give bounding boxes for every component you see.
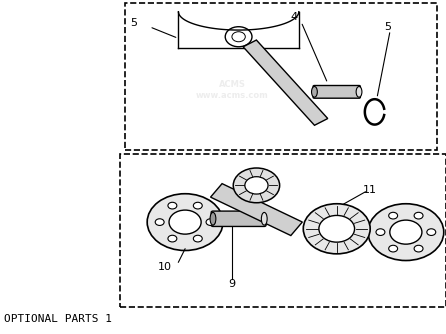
Circle shape — [376, 229, 385, 235]
Circle shape — [193, 235, 202, 242]
Circle shape — [168, 235, 177, 242]
Text: 9: 9 — [228, 279, 235, 289]
Circle shape — [427, 229, 436, 235]
Circle shape — [233, 168, 280, 203]
Polygon shape — [243, 40, 328, 125]
Text: 10: 10 — [158, 262, 172, 272]
Circle shape — [414, 212, 423, 219]
Circle shape — [303, 204, 370, 254]
Ellipse shape — [356, 87, 362, 97]
FancyBboxPatch shape — [211, 211, 266, 226]
Text: ACMS
www.acms.com: ACMS www.acms.com — [195, 80, 268, 100]
Text: 4: 4 — [291, 12, 298, 22]
Polygon shape — [211, 184, 302, 235]
Circle shape — [389, 212, 398, 219]
FancyBboxPatch shape — [313, 86, 360, 98]
Text: OPTIONAL PARTS 1: OPTIONAL PARTS 1 — [4, 314, 112, 324]
Ellipse shape — [261, 212, 267, 225]
Circle shape — [245, 177, 268, 194]
Circle shape — [368, 204, 444, 261]
Circle shape — [169, 210, 201, 234]
Circle shape — [390, 220, 422, 244]
Circle shape — [389, 245, 398, 252]
Circle shape — [155, 219, 164, 225]
Circle shape — [206, 219, 215, 225]
Circle shape — [147, 194, 223, 250]
Circle shape — [414, 245, 423, 252]
Text: 5: 5 — [130, 18, 137, 28]
Ellipse shape — [210, 212, 216, 225]
Circle shape — [168, 202, 177, 209]
Circle shape — [194, 202, 202, 209]
Circle shape — [319, 215, 355, 242]
Ellipse shape — [311, 87, 318, 97]
Text: 5: 5 — [384, 22, 392, 32]
Text: 11: 11 — [363, 185, 377, 195]
